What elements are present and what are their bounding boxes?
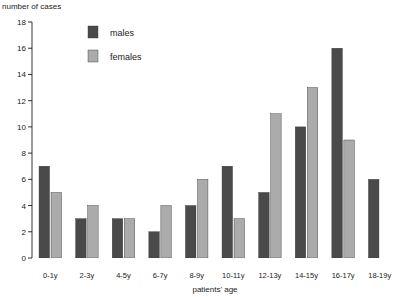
bar xyxy=(51,192,62,258)
y-tick-label: 2 xyxy=(22,228,27,237)
y-tick xyxy=(28,205,32,206)
y-axis xyxy=(32,22,33,258)
bar xyxy=(259,192,270,258)
bar xyxy=(271,114,282,258)
legend-label: males xyxy=(110,28,135,38)
bar xyxy=(344,140,355,258)
x-tick-label: 0-1y xyxy=(43,271,58,280)
bar xyxy=(222,166,233,258)
y-tick-label: 8 xyxy=(22,149,27,158)
bar xyxy=(234,219,245,258)
legend-swatch xyxy=(88,26,98,38)
y-tick-label: 18 xyxy=(17,18,26,27)
bar xyxy=(161,206,172,258)
y-tick-label: 0 xyxy=(22,254,27,263)
x-tick-label: 2-3y xyxy=(80,271,95,280)
legend-label: females xyxy=(110,52,142,62)
bar xyxy=(76,219,87,258)
bars xyxy=(39,48,379,258)
x-tick-label: 10-11y xyxy=(222,271,245,280)
chart: 0 2 4 6 8 10 12 14 16 18 0-1y 2-3y 4-5y 6-7y 8-9y 10-11… xyxy=(0,0,400,297)
x-tick-label: 16-17y xyxy=(332,271,355,280)
y-tick xyxy=(28,48,32,49)
y-tick xyxy=(28,258,32,259)
x-axis-title: patients' age xyxy=(192,285,238,294)
bar xyxy=(39,166,50,258)
x-tick-label: 4-5y xyxy=(116,271,131,280)
y-tick-label: 6 xyxy=(22,175,27,184)
y-tick-label: 12 xyxy=(17,97,26,106)
y-tick-label: 4 xyxy=(22,202,27,211)
x-tick-label: 6-7y xyxy=(153,271,168,280)
bar xyxy=(307,88,318,258)
y-tick xyxy=(28,231,32,232)
y-axis-title: number of cases xyxy=(2,2,61,11)
y-tick xyxy=(28,100,32,101)
y-tick xyxy=(28,126,32,127)
y-tick xyxy=(28,22,32,23)
y-tick xyxy=(28,74,32,75)
y-tick xyxy=(28,153,32,154)
bar xyxy=(197,179,208,258)
x-tick-label: 14-15y xyxy=(295,271,318,280)
bar xyxy=(295,127,306,258)
x-tick-label: 18-19y xyxy=(368,271,391,280)
bar xyxy=(380,258,391,259)
bar xyxy=(88,206,99,258)
bar xyxy=(112,219,123,258)
x-tick-label: 8-9y xyxy=(189,271,204,280)
bar xyxy=(124,219,135,258)
y-tick-label: 14 xyxy=(17,70,26,79)
bar xyxy=(332,48,343,258)
bar xyxy=(368,179,379,258)
y-tick-label: 16 xyxy=(17,44,26,53)
y-tick xyxy=(28,179,32,180)
bar xyxy=(149,232,160,258)
y-tick-label: 10 xyxy=(17,123,26,132)
bar xyxy=(185,206,196,258)
x-tick-label: 12-13y xyxy=(258,271,281,280)
legend-swatch xyxy=(88,50,98,62)
